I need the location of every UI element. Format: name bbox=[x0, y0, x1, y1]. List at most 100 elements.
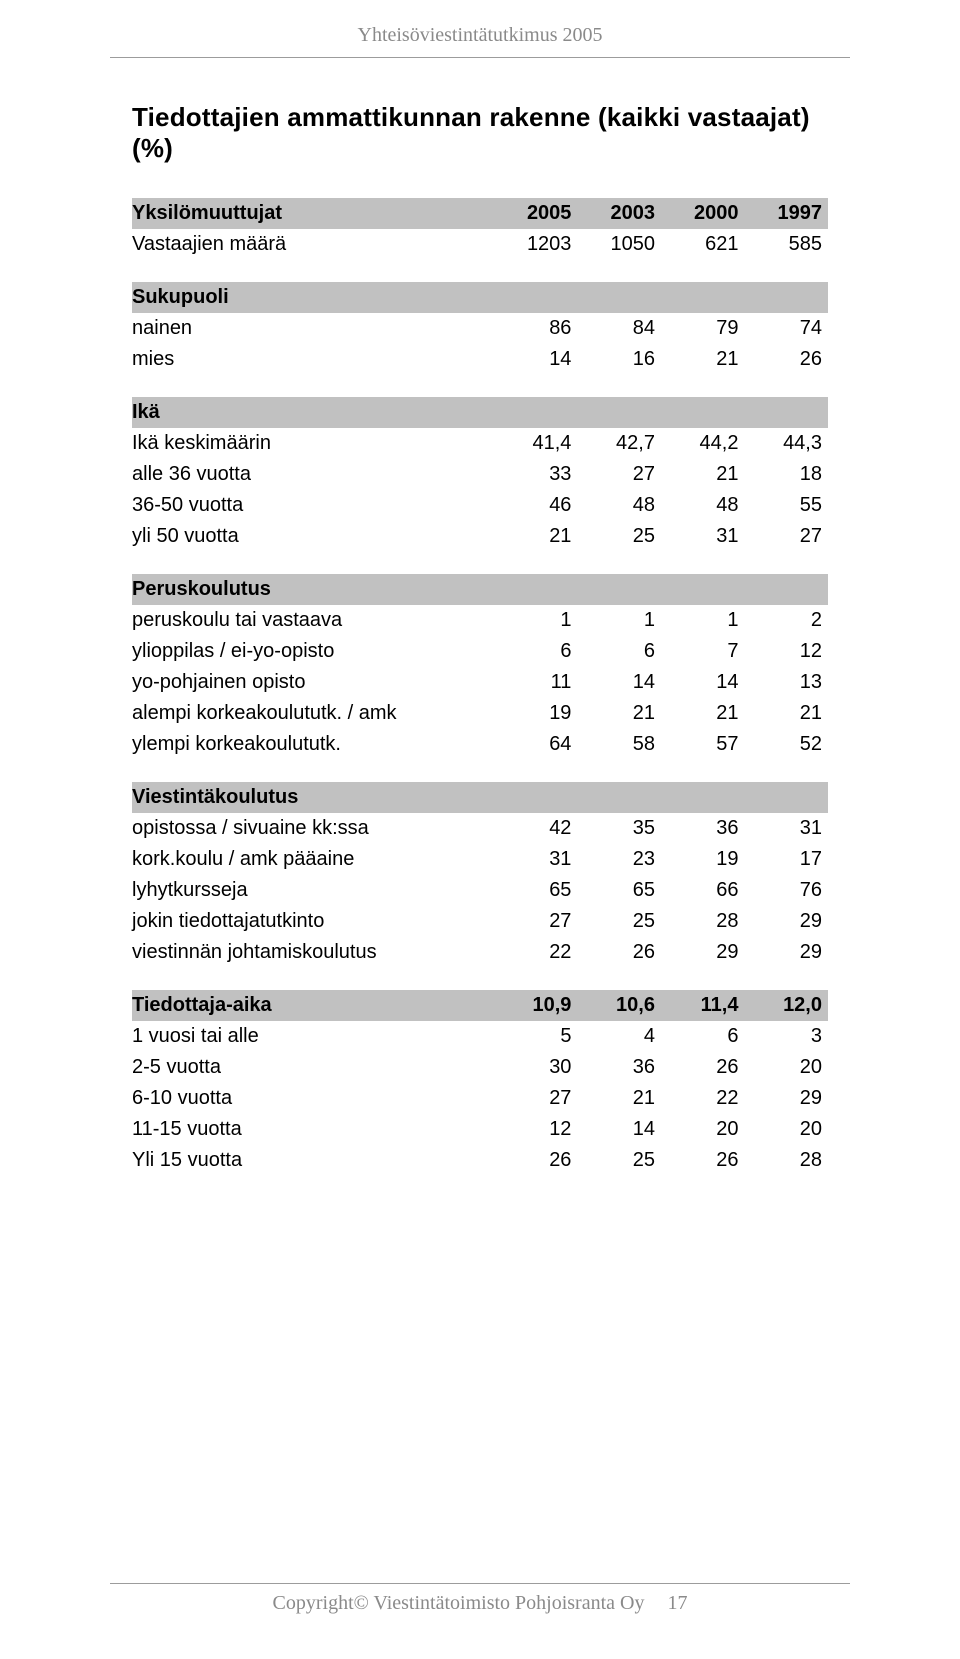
section-header-label: Yksilömuuttujat bbox=[132, 198, 494, 229]
row-value: 29 bbox=[744, 937, 828, 968]
section-header-label: Peruskoulutus bbox=[132, 574, 494, 605]
table-row: peruskoulu tai vastaava1112 bbox=[132, 605, 828, 636]
section-header-value bbox=[744, 397, 828, 428]
section-header-label: Viestintäkoulutus bbox=[132, 782, 494, 813]
section-gap bbox=[132, 260, 828, 282]
row-value: 21 bbox=[744, 698, 828, 729]
row-value: 42,7 bbox=[577, 428, 661, 459]
section-header-value: 10,6 bbox=[577, 990, 661, 1021]
row-value: 22 bbox=[494, 937, 578, 968]
row-value: 21 bbox=[661, 459, 745, 490]
row-label: Yli 15 vuotta bbox=[132, 1145, 494, 1176]
row-value: 26 bbox=[744, 344, 828, 375]
row-value: 76 bbox=[744, 875, 828, 906]
row-value: 17 bbox=[744, 844, 828, 875]
row-value: 16 bbox=[577, 344, 661, 375]
row-label: mies bbox=[132, 344, 494, 375]
row-value: 41,4 bbox=[494, 428, 578, 459]
row-value: 27 bbox=[577, 459, 661, 490]
section-header-value bbox=[744, 282, 828, 313]
row-value: 20 bbox=[744, 1114, 828, 1145]
row-value: 14 bbox=[661, 667, 745, 698]
row-value: 7 bbox=[661, 636, 745, 667]
row-value: 36 bbox=[577, 1052, 661, 1083]
row-value: 48 bbox=[577, 490, 661, 521]
section-header-value bbox=[744, 574, 828, 605]
row-value: 64 bbox=[494, 729, 578, 760]
footer-publisher: Viestintätoimisto Pohjoisranta Oy bbox=[373, 1592, 644, 1614]
section-header-value bbox=[661, 282, 745, 313]
row-value: 57 bbox=[661, 729, 745, 760]
row-label: 11-15 vuotta bbox=[132, 1114, 494, 1145]
row-label: 36-50 vuotta bbox=[132, 490, 494, 521]
row-label: viestinnän johtamiskoulutus bbox=[132, 937, 494, 968]
row-label: Vastaajien määrä bbox=[132, 229, 494, 260]
table-row: 36-50 vuotta46484855 bbox=[132, 490, 828, 521]
section-header-value: 1997 bbox=[744, 198, 828, 229]
document-header-title: Yhteisöviestintätutkimus 2005 bbox=[0, 0, 960, 47]
section-header-label: Tiedottaja-aika bbox=[132, 990, 494, 1021]
section-header-value bbox=[577, 574, 661, 605]
section-header-value bbox=[494, 282, 578, 313]
row-value: 14 bbox=[494, 344, 578, 375]
row-label: alempi korkeakoulututk. / amk bbox=[132, 698, 494, 729]
row-value: 27 bbox=[494, 906, 578, 937]
row-value: 27 bbox=[744, 521, 828, 552]
row-value: 25 bbox=[577, 521, 661, 552]
section-header-value bbox=[494, 574, 578, 605]
row-value: 1050 bbox=[577, 229, 661, 260]
row-value: 26 bbox=[661, 1052, 745, 1083]
section-header-value: 12,0 bbox=[744, 990, 828, 1021]
row-value: 25 bbox=[577, 1145, 661, 1176]
table-row: Yli 15 vuotta26252628 bbox=[132, 1145, 828, 1176]
footer-page-number: 17 bbox=[667, 1592, 687, 1615]
table-row: Vastaajien määrä12031050621585 bbox=[132, 229, 828, 260]
row-value: 18 bbox=[744, 459, 828, 490]
row-value: 31 bbox=[744, 813, 828, 844]
section-header-label: Sukupuoli bbox=[132, 282, 494, 313]
row-label: ylempi korkeakoulututk. bbox=[132, 729, 494, 760]
row-value: 6 bbox=[661, 1021, 745, 1052]
section-header-value: 2003 bbox=[577, 198, 661, 229]
row-value: 65 bbox=[494, 875, 578, 906]
row-value: 28 bbox=[661, 906, 745, 937]
section-header-value: 10,9 bbox=[494, 990, 578, 1021]
page: Yhteisöviestintätutkimus 2005 Tiedottaji… bbox=[0, 0, 960, 1659]
table-row: viestinnän johtamiskoulutus22262929 bbox=[132, 937, 828, 968]
table-row: 1 vuosi tai alle5463 bbox=[132, 1021, 828, 1052]
row-label: ylioppilas / ei-yo-opisto bbox=[132, 636, 494, 667]
row-value: 33 bbox=[494, 459, 578, 490]
footer: Copyright© Viestintätoimisto Pohjoisrant… bbox=[0, 1583, 960, 1615]
table-row: jokin tiedottajatutkinto27252829 bbox=[132, 906, 828, 937]
row-value: 6 bbox=[494, 636, 578, 667]
section-header-value bbox=[577, 782, 661, 813]
row-value: 21 bbox=[577, 698, 661, 729]
row-value: 21 bbox=[661, 344, 745, 375]
section-header-value bbox=[577, 397, 661, 428]
row-value: 22 bbox=[661, 1083, 745, 1114]
row-value: 44,3 bbox=[744, 428, 828, 459]
row-value: 29 bbox=[744, 906, 828, 937]
row-value: 23 bbox=[577, 844, 661, 875]
section-header-value: 11,4 bbox=[661, 990, 745, 1021]
section-header-value: 2000 bbox=[661, 198, 745, 229]
row-value: 25 bbox=[577, 906, 661, 937]
row-value: 19 bbox=[661, 844, 745, 875]
row-value: 1 bbox=[494, 605, 578, 636]
row-value: 74 bbox=[744, 313, 828, 344]
row-value: 4 bbox=[577, 1021, 661, 1052]
row-value: 21 bbox=[661, 698, 745, 729]
row-value: 1 bbox=[577, 605, 661, 636]
section-header-label: Ikä bbox=[132, 397, 494, 428]
content-area: Tiedottajien ammattikunnan rakenne (kaik… bbox=[0, 58, 960, 1176]
table-row: alle 36 vuotta33272118 bbox=[132, 459, 828, 490]
row-label: peruskoulu tai vastaava bbox=[132, 605, 494, 636]
data-table: Yksilömuuttujat2005200320001997Vastaajie… bbox=[132, 198, 828, 1176]
footer-copyright: Copyright© bbox=[273, 1592, 369, 1614]
section-header-row: Ikä bbox=[132, 397, 828, 428]
row-value: 28 bbox=[744, 1145, 828, 1176]
row-label: lyhytkursseja bbox=[132, 875, 494, 906]
row-value: 12 bbox=[494, 1114, 578, 1145]
row-value: 65 bbox=[577, 875, 661, 906]
row-value: 66 bbox=[661, 875, 745, 906]
